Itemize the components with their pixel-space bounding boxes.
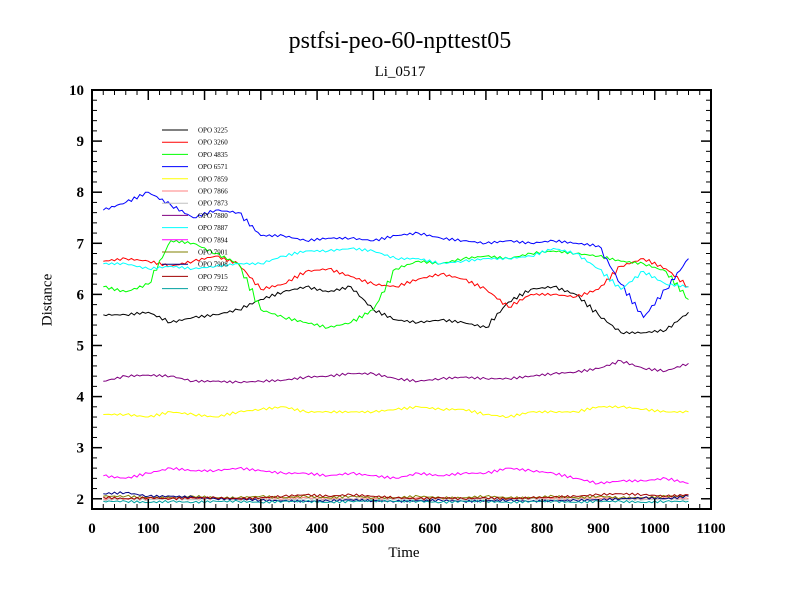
series-line-10 <box>103 466 689 485</box>
x-tick-label: 1100 <box>696 521 725 537</box>
y-tick-label: 8 <box>77 185 85 201</box>
y-axis-label: Distance <box>39 273 56 327</box>
x-tick-label: 200 <box>193 521 216 537</box>
legend-label: OPO 7866 <box>198 188 228 196</box>
series-line-14 <box>103 499 689 504</box>
series-line-13 <box>103 492 689 501</box>
legend-label: OPO 7859 <box>198 175 228 183</box>
x-tick-label: 900 <box>587 521 610 537</box>
series-line-9 <box>103 247 689 290</box>
series-layer <box>102 191 689 504</box>
chart-subtitle: Li_0517 <box>374 64 426 80</box>
x-tick-label: 0 <box>88 521 96 537</box>
series-line-1 <box>103 285 689 335</box>
y-tick-label: 2 <box>77 492 85 508</box>
x-tick-label: 500 <box>362 521 385 537</box>
legend-label: OPO 4835 <box>198 151 228 159</box>
ticks-layer: 0 100 200 300 400 500 600 700 800 900 1000 1100 2 3 4 5… <box>69 83 726 537</box>
y-tick-label: 3 <box>77 441 85 457</box>
x-tick-label: 400 <box>306 521 329 537</box>
legend-label: OPO 3260 <box>198 139 228 147</box>
series-line-8 <box>103 359 689 384</box>
series-line-3 <box>103 239 689 329</box>
series-line-5 <box>103 405 689 419</box>
x-tick-label: 1000 <box>640 521 670 537</box>
y-tick-label: 4 <box>77 390 85 406</box>
y-tick-label: 5 <box>77 338 85 354</box>
x-tick-label: 700 <box>475 521 498 537</box>
legend-label: OPO 7894 <box>198 236 228 244</box>
legend-label: OPO 7915 <box>198 273 228 281</box>
chart-title: pstfsi-peo-60-npttest05 <box>288 28 512 54</box>
legend-label: OPO 7880 <box>198 212 228 220</box>
legend-label: OPO 7901 <box>198 249 228 257</box>
series-line-7 <box>103 497 689 502</box>
y-tick-label: 10 <box>69 83 84 99</box>
y-tick-label: 6 <box>77 287 85 303</box>
x-tick-label: 300 <box>250 521 273 537</box>
x-tick-label: 800 <box>531 521 554 537</box>
legend-label: OPO 3225 <box>198 127 228 135</box>
y-tick-label: 7 <box>77 236 85 252</box>
plot-frame <box>91 89 712 510</box>
legend-label: OPO 7908 <box>198 261 228 269</box>
legend: OPO 3225 OPO 3260 OPO 4835 OPO 6571 OPO 7859… <box>162 127 228 293</box>
legend-label: OPO 6571 <box>198 163 228 171</box>
x-tick-label: 100 <box>137 521 160 537</box>
x-axis-label: Time <box>388 545 420 561</box>
legend-label: OPO 7887 <box>198 224 228 232</box>
series-line-2 <box>103 255 689 308</box>
x-tick-label: 600 <box>418 521 441 537</box>
y-tick-label: 9 <box>77 134 85 150</box>
series-line-4 <box>102 191 689 319</box>
legend-label: OPO 7922 <box>198 285 228 293</box>
legend-label: OPO 7873 <box>198 200 228 208</box>
